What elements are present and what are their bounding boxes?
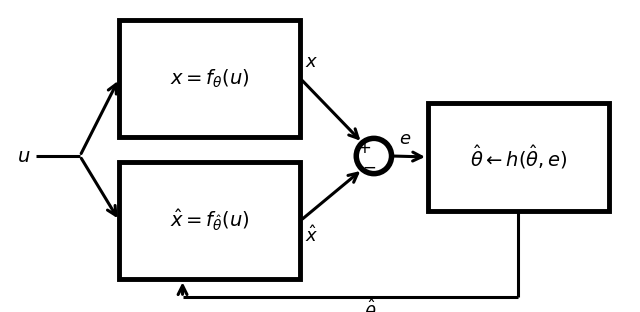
Text: $-$: $-$: [362, 158, 376, 176]
Bar: [119, 162, 300, 280]
Circle shape: [356, 138, 392, 174]
Text: $x = f_{\theta}(u)$: $x = f_{\theta}(u)$: [170, 67, 250, 90]
Bar: [119, 20, 300, 137]
Bar: [428, 103, 609, 211]
Text: $x$: $x$: [305, 53, 319, 71]
Text: $+$: $+$: [357, 139, 371, 157]
Text: $\hat{x} = f_{\hat{\theta}}(u)$: $\hat{x} = f_{\hat{\theta}}(u)$: [170, 208, 250, 233]
Text: $u$: $u$: [17, 147, 31, 165]
Text: $\hat{x}$: $\hat{x}$: [305, 226, 319, 246]
Text: $e$: $e$: [399, 130, 412, 148]
Text: $\hat{\theta} \leftarrow h(\hat{\theta}, e)$: $\hat{\theta} \leftarrow h(\hat{\theta},…: [470, 143, 567, 171]
Text: $\hat{\theta}$: $\hat{\theta}$: [364, 299, 376, 312]
